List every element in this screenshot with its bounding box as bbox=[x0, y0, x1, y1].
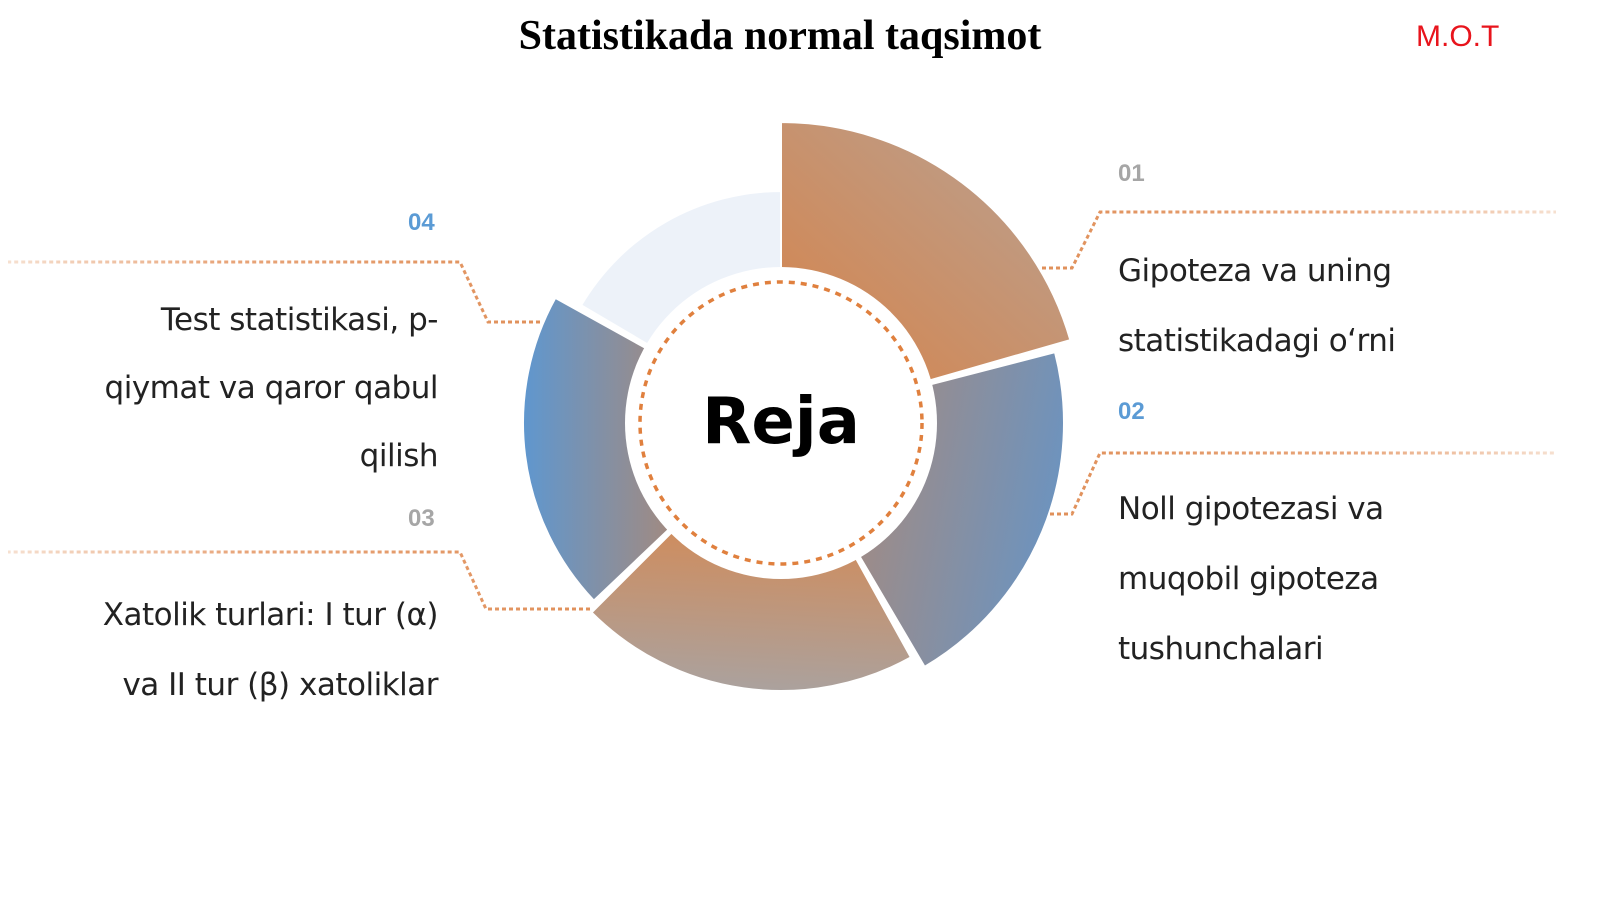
item-line: qilish bbox=[359, 438, 439, 474]
item-number-01: 01 bbox=[1118, 160, 1145, 187]
item-line: Noll gipotezasi va bbox=[1118, 491, 1384, 527]
logo: M.O.T bbox=[1416, 20, 1500, 53]
item-text-03: Xatolik turlari: I tur (α) va II tur (β)… bbox=[0, 580, 439, 720]
item-line: va II tur (β) xatoliklar bbox=[122, 667, 438, 703]
connector-03 bbox=[8, 550, 590, 611]
center-label: Reja bbox=[702, 385, 860, 459]
item-line: qiymat va qaror qabul bbox=[104, 370, 439, 406]
item-line: Gipoteza va uning bbox=[1118, 253, 1392, 289]
item-line: statistikadagi o‘rni bbox=[1118, 323, 1396, 359]
connector-04 bbox=[8, 260, 540, 324]
dashed-ring bbox=[638, 280, 924, 566]
slide-title: Statistikada normal taqsimot bbox=[518, 13, 1042, 59]
center-circle bbox=[625, 267, 937, 579]
item-text-04: Test statistikasi, p- qiymat va qaror qa… bbox=[0, 286, 439, 490]
item-number-03: 03 bbox=[408, 505, 435, 532]
item-line: tushunchalari bbox=[1118, 631, 1324, 667]
item-line: muqobil gipoteza bbox=[1118, 561, 1379, 597]
item-text-02: Noll gipotezasi va muqobil gipoteza tush… bbox=[1118, 474, 1548, 684]
item-text-01: Gipoteza va uning statistikadagi o‘rni bbox=[1118, 236, 1548, 376]
connector-01 bbox=[1042, 210, 1556, 270]
item-number-02: 02 bbox=[1118, 398, 1145, 425]
connector-02 bbox=[1050, 451, 1556, 516]
item-line: Test statistikasi, p- bbox=[160, 302, 439, 338]
item-line: Xatolik turlari: I tur (α) bbox=[102, 597, 439, 633]
item-number-04: 04 bbox=[408, 209, 435, 236]
